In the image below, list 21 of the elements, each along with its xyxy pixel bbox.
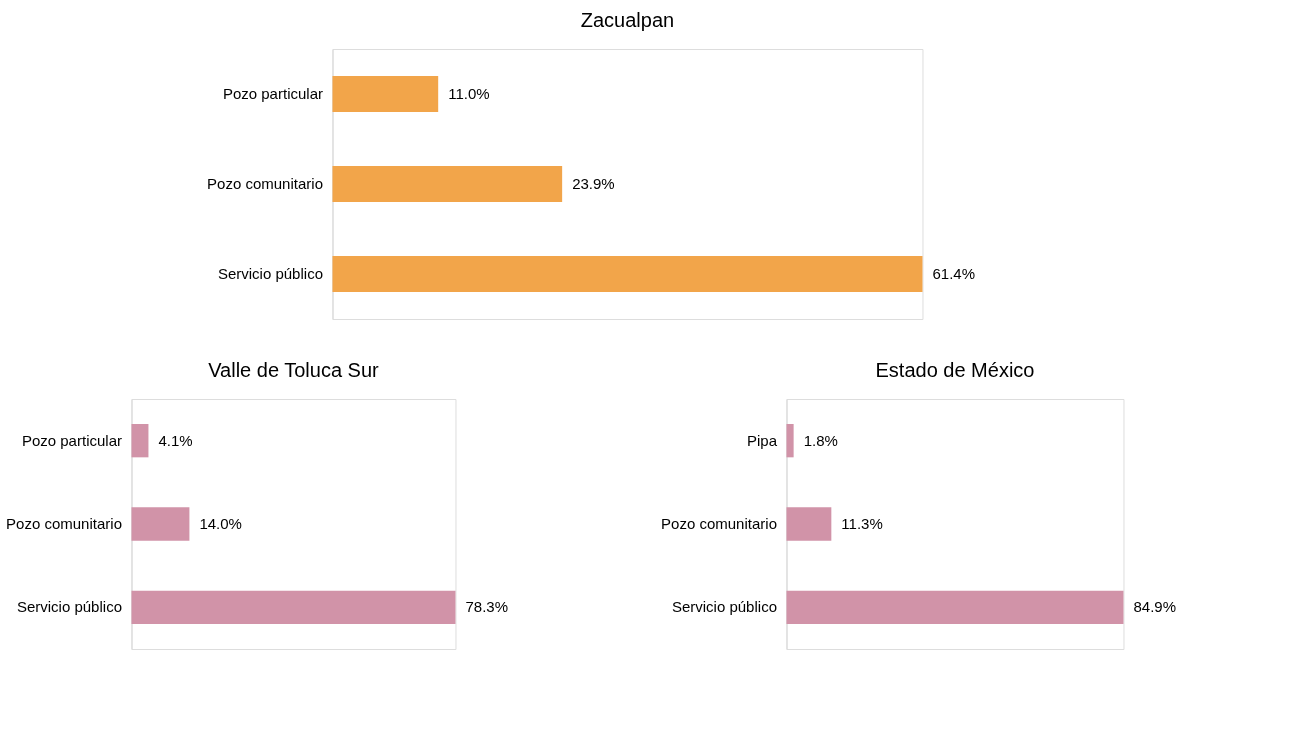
data-label: 23.9% (572, 175, 615, 192)
chart-title: Valle de Toluca Sur (208, 359, 380, 381)
data-label: 78.3% (465, 598, 509, 616)
data-label: 4.1% (158, 431, 193, 449)
chart-title: Zacualpan (580, 9, 675, 31)
y-tick-label: Pozo comunitario (6, 515, 122, 532)
chart-title: Estado de México (875, 359, 1035, 381)
data-label: 14.0% (199, 515, 242, 532)
y-tick-label: Servicio público (217, 265, 323, 282)
data-label: 84.9% (1133, 598, 1177, 616)
data-label: 1.8% (803, 431, 838, 449)
y-tick-label: Servicio público (671, 598, 777, 616)
data-label: 11.3% (841, 515, 883, 532)
y-tick-label: Pozo comunitario (207, 175, 323, 192)
data-label: 61.4% (932, 265, 976, 282)
data-label: 11.0% (448, 85, 490, 102)
y-tick-label: Pipa (746, 431, 778, 449)
y-tick-label: Pozo comunitario (661, 515, 777, 532)
y-tick-label: Servicio público (16, 598, 122, 616)
y-tick-label: Pozo particular (222, 85, 323, 102)
y-tick-label: Pozo particular (21, 431, 122, 449)
